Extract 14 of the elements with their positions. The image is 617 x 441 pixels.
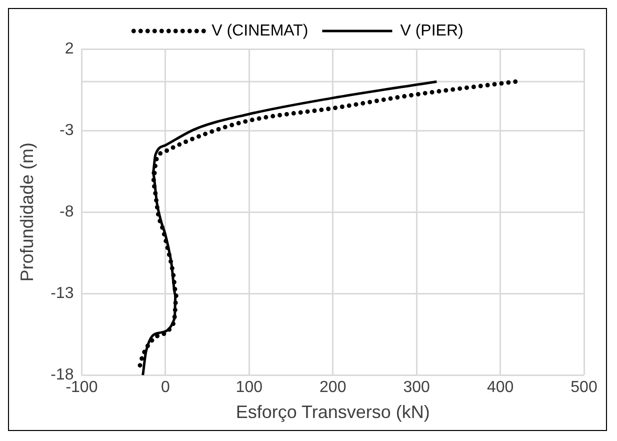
- x-tick-label: 100: [236, 379, 263, 396]
- y-tick-label: -13: [50, 285, 74, 302]
- y-tick-label: -8: [59, 204, 74, 221]
- x-tick-label: 200: [320, 379, 346, 396]
- legend-label: V (CINEMAT): [212, 22, 308, 40]
- x-tick-label: 500: [570, 379, 598, 396]
- x-axis-title: Esforço Transverso (kN): [236, 402, 430, 422]
- x-tick-label: 0: [160, 379, 170, 396]
- y-tick-label: 2: [64, 40, 74, 58]
- y-axis-title: Profundidade (m): [16, 142, 37, 282]
- y-tick-label: -3: [59, 122, 74, 139]
- x-tick-label: 400: [486, 379, 514, 396]
- x-tick-label: 300: [403, 379, 430, 396]
- legend-label: V (PIER): [400, 22, 464, 40]
